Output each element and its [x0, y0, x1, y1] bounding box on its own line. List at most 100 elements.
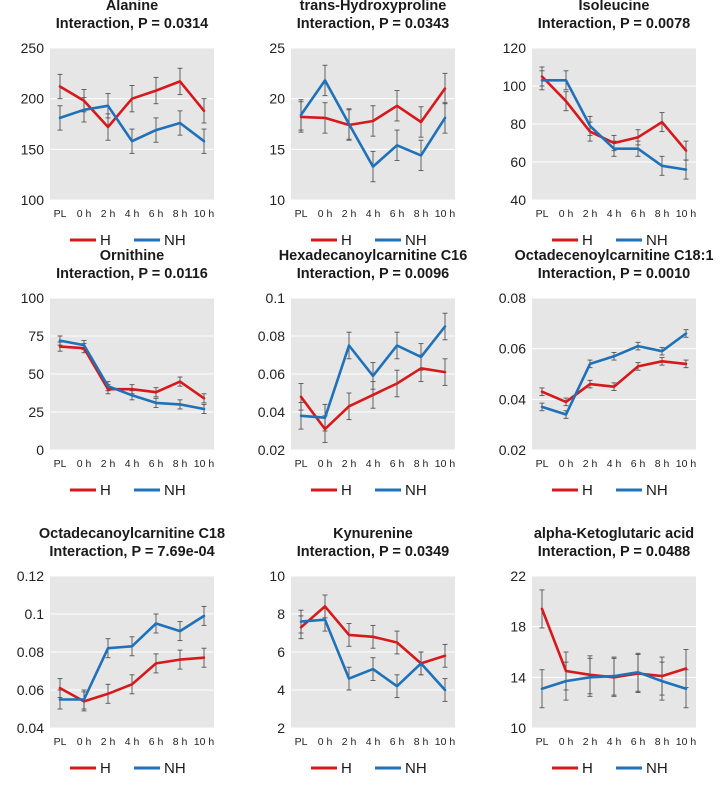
x-tick-label: 0 h [318, 208, 333, 220]
x-tick-label: PL [295, 458, 308, 470]
plot-area [532, 298, 696, 450]
legend-label-h: H [100, 760, 111, 777]
y-tick-label: 10 [269, 568, 285, 584]
y-tick-label: 20 [269, 91, 285, 107]
x-tick-label: 6 h [390, 736, 405, 748]
chart-subtitle: Interaction, P = 0.0314 [56, 16, 208, 32]
chart-subtitle: Interaction, P = 0.0488 [538, 544, 690, 560]
y-tick-label: 250 [21, 40, 45, 56]
y-tick-label: 0.04 [258, 404, 285, 420]
x-tick-label: 2 h [101, 736, 116, 748]
x-tick-label: 0 h [559, 458, 574, 470]
legend: H NH [311, 760, 427, 777]
y-tick-label: 14 [510, 669, 526, 685]
x-tick-label: 10 h [676, 208, 697, 220]
series-nh-line [299, 79, 447, 168]
x-tick-label: PL [54, 736, 67, 748]
series-h-errorbars [539, 357, 689, 407]
x-tick-label: 0 h [318, 458, 333, 470]
chart-panel: Octadecanoylcarnitine C18 Interaction, P … [17, 526, 225, 777]
series-nh-line [540, 670, 688, 691]
x-tick-label: 4 h [607, 458, 622, 470]
x-tick-label: 0 h [559, 736, 574, 748]
y-tick-label: 0.08 [258, 328, 285, 344]
legend: H NH [552, 760, 668, 777]
y-tick-label: 0.08 [499, 290, 526, 306]
x-tick-label: 4 h [366, 208, 381, 220]
chart-panel: trans-Hydroxyproline Interaction, P = 0.0… [269, 0, 455, 249]
chart-subtitle: Interaction, P = 7.69e-04 [49, 544, 214, 560]
x-tick-label: 8 h [173, 736, 188, 748]
chart-subtitle: Interaction, P = 0.0116 [56, 266, 208, 282]
y-tick-label: 2 [277, 720, 285, 736]
x-tick-label: 4 h [366, 458, 381, 470]
x-tick-label: 6 h [390, 208, 405, 220]
y-tick-label: 0.04 [17, 720, 44, 736]
legend-label-nh: NH [646, 482, 668, 499]
legend-label-nh: NH [646, 232, 668, 249]
chart-title: Alanine [106, 0, 158, 14]
chart-subtitle: Interaction, P = 0.0343 [297, 16, 449, 32]
x-tick-label: 6 h [390, 458, 405, 470]
legend-label-nh: NH [405, 232, 427, 249]
y-tick-label: 0 [36, 442, 44, 458]
chart-subtitle: Interaction, P = 0.0010 [538, 266, 690, 282]
x-tick-label: 8 h [173, 208, 188, 220]
y-tick-label: 80 [510, 116, 526, 132]
legend-label-h: H [582, 760, 593, 777]
chart-panel: Alanine Interaction, P = 0.0314 100 150 200 2… [21, 0, 215, 249]
x-tick-label: 10 h [194, 736, 215, 748]
x-tick-label: 0 h [77, 208, 92, 220]
legend-label-nh: NH [164, 760, 186, 777]
legend-label-nh: NH [405, 760, 427, 777]
legend: H NH [311, 232, 427, 249]
chart-title: Octadecenoylcarnitine C18:1 [514, 248, 713, 264]
x-tick-label: PL [536, 458, 549, 470]
y-tick-label: 150 [21, 141, 45, 157]
y-tick-label: 22 [510, 568, 526, 584]
y-tick-label: 60 [510, 154, 526, 170]
y-tick-label: 50 [28, 366, 44, 382]
chart-title: alpha-Ketoglutaric acid [534, 526, 694, 542]
legend-label-h: H [582, 232, 593, 249]
x-tick-label: 2 h [101, 208, 116, 220]
y-tick-label: 100 [21, 192, 45, 208]
x-tick-label: 4 h [607, 736, 622, 748]
chart-panel: Octadecenoylcarnitine C18:1 Interaction, … [499, 248, 714, 499]
chart-title: trans-Hydroxyproline [300, 0, 447, 14]
x-tick-label: 8 h [414, 208, 429, 220]
x-tick-label: 2 h [101, 458, 116, 470]
y-tick-label: 25 [269, 40, 285, 56]
legend-label-h: H [341, 232, 352, 249]
x-tick-label: 4 h [125, 458, 140, 470]
x-tick-label: 4 h [125, 736, 140, 748]
chart-panel: Hexadecanoylcarnitine C16 Interaction, P … [258, 248, 468, 499]
x-tick-label: PL [54, 458, 67, 470]
x-tick-label: 2 h [583, 208, 598, 220]
x-tick-label: 4 h [125, 208, 140, 220]
y-tick-label: 0.1 [25, 606, 45, 622]
x-tick-label: 10 h [676, 458, 697, 470]
y-tick-label: 18 [510, 619, 526, 635]
legend-label-nh: NH [164, 482, 186, 499]
y-tick-label: 0.06 [258, 366, 285, 382]
x-tick-label: 10 h [435, 208, 456, 220]
chart-subtitle: Interaction, P = 0.0096 [297, 266, 449, 282]
x-tick-label: 10 h [676, 736, 697, 748]
x-tick-label: 6 h [631, 208, 646, 220]
x-tick-label: PL [295, 208, 308, 220]
x-tick-label: 10 h [435, 458, 456, 470]
x-tick-label: 0 h [559, 208, 574, 220]
series-h-line [299, 87, 447, 127]
x-tick-label: 2 h [342, 736, 357, 748]
y-tick-label: 8 [277, 606, 285, 622]
x-tick-label: 2 h [583, 736, 598, 748]
y-tick-label: 25 [28, 404, 44, 420]
x-tick-label: 6 h [149, 458, 164, 470]
x-tick-label: 0 h [77, 458, 92, 470]
x-tick-label: PL [536, 208, 549, 220]
y-tick-label: 40 [510, 192, 526, 208]
plot-area [50, 48, 214, 200]
plot-area [532, 576, 696, 728]
